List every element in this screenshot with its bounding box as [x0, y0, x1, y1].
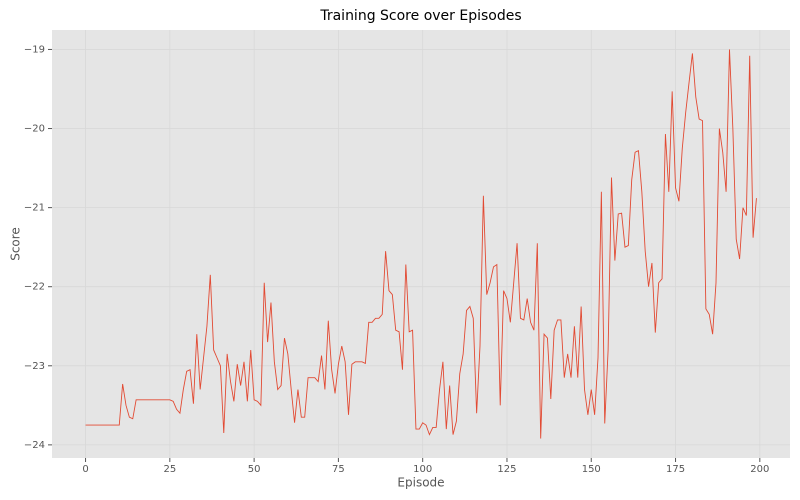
x-tick-label: 150: [582, 464, 601, 475]
y-tick-label: −19: [24, 44, 45, 55]
y-tick-label: −21: [24, 203, 45, 214]
x-tick-label: 50: [248, 464, 261, 475]
y-axis-label: Score: [9, 227, 23, 261]
score-line: [85, 49, 757, 439]
x-tick-label: 125: [497, 464, 516, 475]
y-tick-label: −20: [24, 124, 45, 135]
chart-title: Training Score over Episodes: [319, 8, 521, 24]
x-tick-label: 100: [413, 464, 432, 475]
x-axis-label: Episode: [397, 476, 444, 490]
x-tick-label: 200: [750, 464, 769, 475]
y-tick-label: −22: [24, 282, 45, 293]
y-tick-label: −23: [24, 361, 45, 372]
y-tick-label: −24: [24, 440, 45, 451]
x-tick-label: 0: [82, 464, 88, 475]
plot-area: [52, 30, 790, 458]
x-tick-label: 25: [163, 464, 176, 475]
x-tick-label: 175: [666, 464, 685, 475]
x-tick-label: 75: [332, 464, 345, 475]
